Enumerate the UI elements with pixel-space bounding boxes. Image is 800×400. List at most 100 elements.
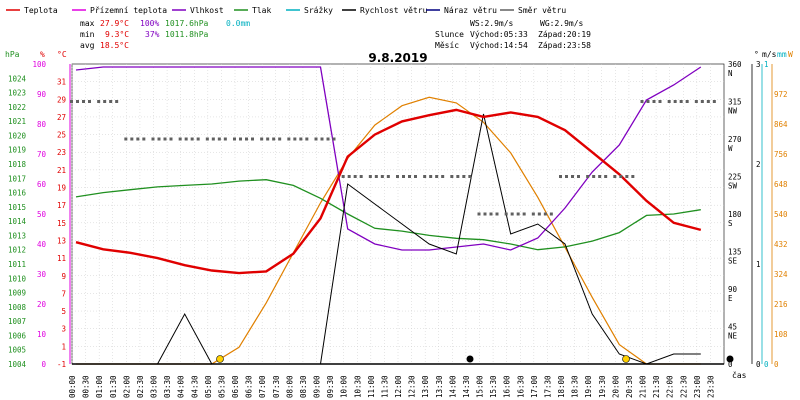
stat-avg-temp: 18.5°C — [100, 41, 129, 50]
degc-tick: 3 — [61, 325, 66, 334]
wind-dir-point — [266, 137, 270, 141]
ms-tick: 3 — [756, 60, 761, 69]
wind-dir-point — [592, 175, 596, 178]
wind-dir-point — [287, 137, 291, 141]
x-tick-label: 09:30 — [326, 375, 335, 398]
unit-pct: % — [40, 50, 45, 59]
w-tick: 216 — [774, 300, 788, 309]
wind-dir-point — [441, 175, 445, 178]
pct-tick: 30 — [37, 270, 47, 279]
ms-tick: 2 — [756, 160, 761, 169]
pct-tick: 100 — [32, 60, 46, 69]
hpa-tick: 1018 — [8, 160, 27, 169]
x-tick-label: 10:30 — [353, 375, 362, 398]
wind-dir-point — [537, 212, 541, 216]
wind-dir-point — [504, 212, 508, 216]
degc-tick: 11 — [57, 254, 66, 263]
wind-dir-point — [211, 137, 215, 141]
stat-avg-label: avg — [80, 41, 95, 50]
x-tick-label: 22:00 — [666, 375, 675, 398]
sunrise-marker — [216, 355, 224, 363]
stat-min-label: min — [80, 30, 95, 39]
legend-label: Srážky — [304, 6, 333, 15]
unit-hpa: hPa — [5, 50, 20, 59]
wind-dir-point — [374, 175, 378, 178]
wind-dir-point — [82, 100, 85, 103]
degc-tick: 29 — [57, 95, 66, 104]
wind-dir-point — [299, 137, 303, 141]
w-tick: 972 — [774, 90, 788, 99]
wind-dir-point — [124, 137, 128, 141]
wind-dir-point — [586, 175, 590, 178]
series-solar — [76, 96, 701, 365]
sun-rise: Východ:05:33 — [470, 30, 528, 39]
wind-dir-point — [217, 137, 221, 141]
x-tick-label: 22:30 — [679, 375, 688, 398]
mm-tick: 1 — [764, 60, 769, 69]
wind-dir-point — [341, 175, 345, 178]
wind-dir-point — [142, 137, 146, 141]
pct-tick: 80 — [37, 120, 47, 129]
degc-tick: 1 — [61, 342, 66, 351]
hpa-tick: 1006 — [8, 331, 27, 340]
hpa-tick: 1014 — [8, 217, 27, 226]
hpa-tick: 1011 — [8, 260, 26, 269]
hpa-tick: 1009 — [8, 289, 26, 298]
wind-dir-point — [332, 137, 336, 141]
x-tick-label: 18:00 — [557, 375, 566, 398]
hpa-tick: 1007 — [8, 317, 26, 326]
ms-tick: 0 — [756, 360, 761, 369]
wind-dir-point — [652, 100, 656, 103]
x-tick-label: 17:00 — [530, 375, 539, 398]
degc-tick: 19 — [57, 184, 66, 193]
x-tick-label: 09:00 — [313, 375, 322, 398]
wind-dir-point — [694, 100, 698, 103]
dir-label: SE — [728, 257, 738, 266]
wind-dir-point — [658, 100, 662, 103]
wind-dir-point — [386, 175, 390, 178]
dir-label: N — [728, 69, 733, 78]
x-tick-label: 11:00 — [367, 375, 376, 398]
x-tick-label: 08:00 — [285, 375, 294, 398]
x-tick-label: 10:00 — [340, 375, 349, 398]
deg-tick: 90 — [728, 285, 738, 294]
mm-tick: 0 — [764, 360, 769, 369]
wind-dir-point — [293, 137, 297, 141]
hpa-tick: 1012 — [8, 246, 26, 255]
wind-dir-point — [631, 175, 635, 178]
x-tick-label: 15:00 — [476, 375, 485, 398]
wind-dir-point — [468, 175, 472, 178]
wind-dir-point — [314, 137, 318, 141]
w-tick: 0 — [774, 360, 779, 369]
wind-dir-point — [320, 137, 324, 141]
wind-dir-point — [408, 175, 411, 178]
wind-dir-point — [531, 212, 535, 216]
wind-dir-point — [706, 100, 710, 103]
legend: Teplota Přízemní teplota Vlhkost Tlak Srážky… — [6, 6, 566, 15]
series-temperature — [75, 108, 702, 275]
wind-dir-point — [450, 175, 454, 178]
x-tick-label: 23:00 — [693, 375, 702, 398]
x-tick-label: 23:30 — [706, 375, 715, 398]
wind-dir-point — [402, 175, 405, 178]
deg-tick: 270 — [728, 135, 742, 144]
wind-dir-point — [625, 175, 629, 178]
wind-dir-point — [88, 100, 91, 103]
sun-set: Západ:20:19 — [538, 30, 591, 39]
deg-tick: 45 — [728, 323, 737, 332]
degc-tick: 9 — [61, 272, 66, 281]
deg-tick: 135 — [728, 248, 742, 257]
wind-dir-point — [462, 175, 466, 178]
wind-dir-point — [489, 212, 493, 216]
x-tick-label: 11:30 — [380, 375, 389, 398]
dir-label: E — [728, 294, 733, 303]
wind-ws: WS:2.9m/s — [470, 19, 514, 28]
dir-label: NW — [728, 107, 738, 116]
wind-dir-point — [712, 100, 716, 103]
wind-dir-point — [673, 100, 677, 103]
wind-dir-point — [477, 212, 481, 216]
w-tick: 108 — [774, 330, 788, 339]
w-tick: 324 — [774, 270, 788, 279]
wind-dir-point — [613, 175, 617, 178]
